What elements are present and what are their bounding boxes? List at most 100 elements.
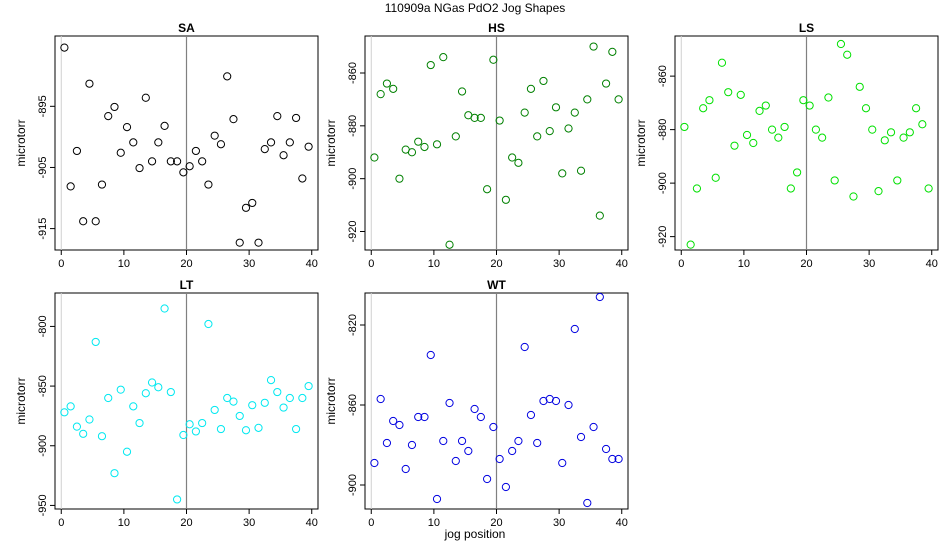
data-point [285,138,294,147]
y-tick-label: -820 [347,314,359,336]
y-tick-label: -920 [657,226,669,248]
data-point [608,47,617,56]
y-tick-label: -800 [37,315,49,337]
panel-title: HS [488,21,505,35]
data-point [533,438,542,448]
x-tick-label: 40 [616,517,628,529]
data-point [780,122,789,132]
x-tick-label: 10 [118,517,130,529]
data-point [79,429,88,438]
panel-ls: LS microtorr 0 10 20 30 40 -860 -880 -900 -920 [634,21,939,270]
data-point [166,157,175,166]
data-point [483,474,492,484]
data-point [601,79,611,88]
data-point [66,402,75,411]
data-point [595,292,604,302]
data-point [830,176,839,185]
data-point [160,304,169,313]
data-point [254,423,263,432]
data-point [116,148,125,157]
data-point [508,446,517,456]
data-point [116,385,125,394]
data-point [147,157,157,166]
data-point [445,240,454,249]
panel-hs: HS microtorr 0 10 20 30 40 -860 -880 -900 -920 [324,21,629,270]
data-point [439,53,448,62]
data-point [389,84,398,93]
data-point [407,440,417,450]
data-point [680,122,689,132]
data-point [129,138,138,147]
x-tick-label: 30 [553,517,565,529]
data-point [60,43,69,52]
data-point [483,185,492,194]
x-tick-label: 0 [58,258,64,270]
data-point [129,402,138,411]
data-point [730,141,739,150]
data-point [526,410,536,420]
data-point [141,389,150,398]
data-point [551,396,561,406]
data-point [298,393,307,403]
data-point [179,430,188,440]
data-point [420,142,429,152]
data-point [304,142,313,151]
data-point [501,482,510,492]
x-tick-label: 10 [428,258,440,270]
data-point [291,424,301,434]
data-point [135,163,144,173]
data-point [241,203,251,212]
x-tick-label: 10 [738,258,750,270]
data-point [60,408,69,417]
data-point [370,458,379,468]
y-tick-label: -860 [347,394,359,416]
data-point [395,420,404,430]
data-point [589,422,598,432]
data-point [85,79,94,88]
x-tick-label: 20 [490,517,502,529]
data-point [805,101,814,110]
data-point [147,378,157,387]
data-point [699,104,708,113]
x-tick-label: 30 [553,258,565,270]
data-point [285,393,294,403]
x-tick-label: 0 [58,517,64,529]
data-point [298,174,307,183]
x-tick-label: 10 [428,517,440,529]
x-tick-label: 0 [678,258,684,270]
y-tick-label: -900 [347,474,359,496]
data-point [614,454,623,464]
data-point [470,404,479,414]
y-tick-label: -900 [657,172,669,194]
data-point [91,337,100,347]
figure-title: 110909a NGas PdO2 Jog Shapes [384,1,566,15]
y-tick-label: -920 [347,220,359,242]
data-point [414,412,423,422]
data-point [141,93,150,102]
data-point [576,166,586,175]
data-point [686,240,695,249]
data-point [558,458,567,468]
data-point [868,125,877,134]
x-tick-label: 20 [180,258,192,270]
data-point [210,131,219,140]
data-point [749,138,758,148]
data-point [266,138,276,147]
x-tick-label: 20 [800,258,812,270]
data-point [533,132,542,141]
data-point [97,180,107,189]
data-point [601,444,611,454]
y-tick-label: -860 [347,62,359,84]
data-point [414,137,423,146]
data-point [861,104,871,113]
data-point [736,90,745,99]
y-axis-label: microtorr [14,119,28,166]
data-point [457,436,467,446]
y-tick-label: -905 [37,156,49,178]
data-point [905,128,914,137]
data-point [432,494,442,504]
data-point [476,113,485,123]
data-point [489,422,498,432]
data-point [464,446,473,456]
data-point [918,120,927,129]
